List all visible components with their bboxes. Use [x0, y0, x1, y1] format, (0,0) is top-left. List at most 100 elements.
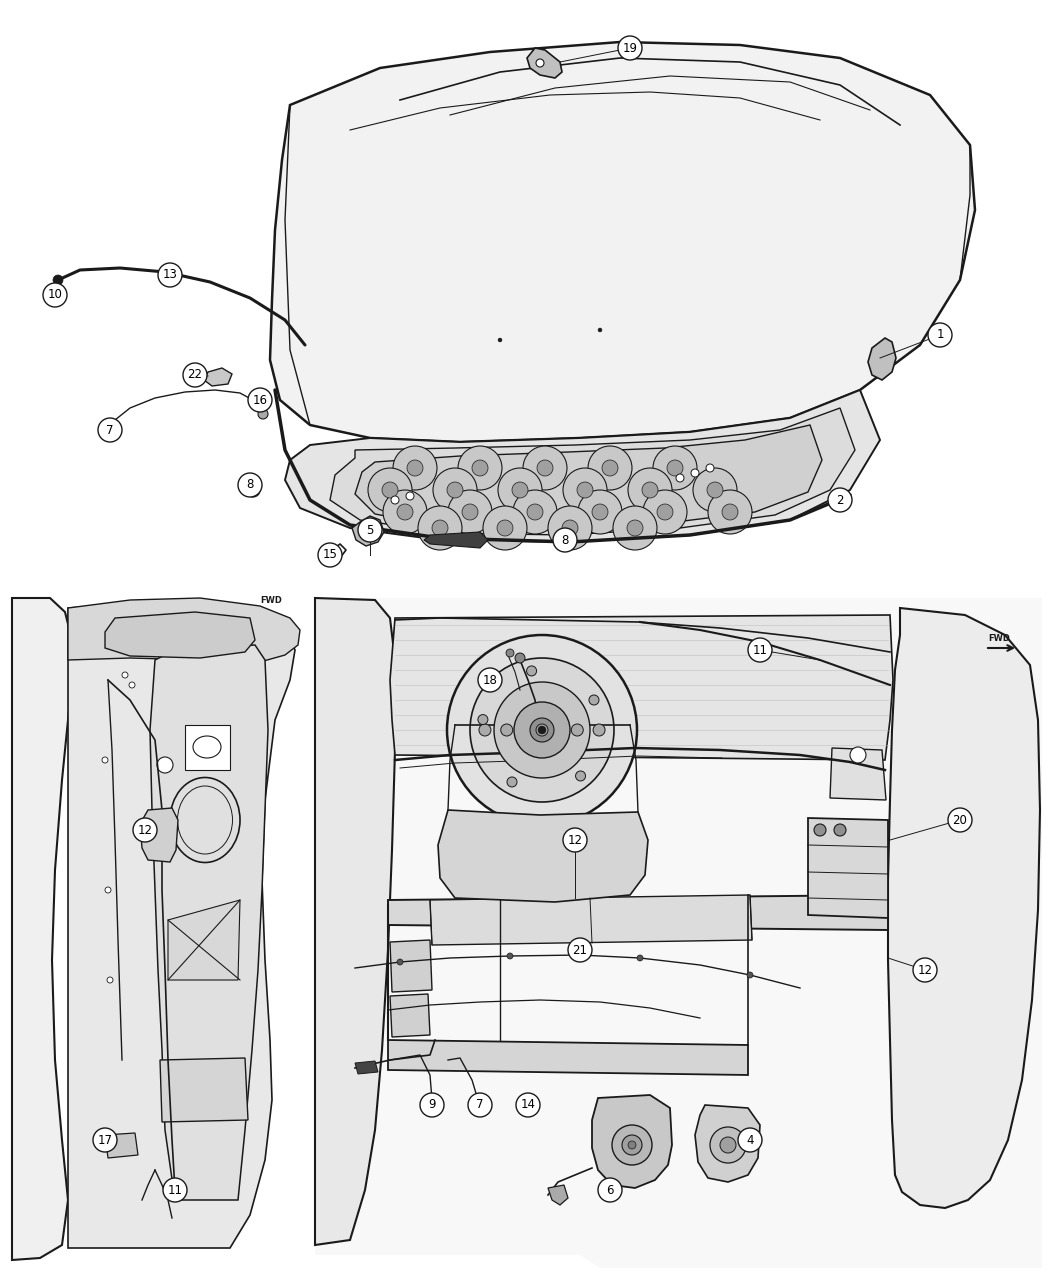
Polygon shape — [888, 608, 1040, 1207]
Circle shape — [563, 827, 587, 852]
Polygon shape — [390, 994, 430, 1037]
Circle shape — [483, 506, 527, 550]
Polygon shape — [430, 895, 752, 945]
Polygon shape — [105, 1133, 138, 1158]
Circle shape — [318, 543, 342, 567]
Circle shape — [514, 653, 525, 663]
Circle shape — [513, 490, 557, 534]
Circle shape — [397, 959, 403, 965]
Circle shape — [602, 460, 618, 476]
Circle shape — [383, 490, 427, 534]
Circle shape — [948, 808, 972, 833]
Circle shape — [627, 520, 643, 536]
Circle shape — [363, 527, 373, 537]
Circle shape — [536, 59, 544, 68]
Circle shape — [368, 468, 412, 513]
Circle shape — [462, 504, 478, 520]
Circle shape — [498, 468, 542, 513]
Polygon shape — [315, 598, 1042, 1269]
Text: 20: 20 — [952, 813, 967, 826]
Polygon shape — [105, 612, 255, 658]
Text: 10: 10 — [47, 288, 62, 301]
Circle shape — [183, 363, 207, 388]
Text: 14: 14 — [521, 1099, 536, 1112]
Polygon shape — [424, 532, 488, 548]
Text: 4: 4 — [747, 1133, 754, 1146]
Circle shape — [358, 518, 382, 542]
Polygon shape — [527, 48, 562, 78]
Circle shape — [258, 409, 268, 419]
Circle shape — [530, 718, 554, 742]
Circle shape — [748, 638, 772, 662]
Circle shape — [447, 635, 637, 825]
Polygon shape — [355, 425, 822, 530]
Circle shape — [512, 482, 528, 499]
Text: 9: 9 — [428, 1099, 436, 1112]
Circle shape — [628, 468, 672, 513]
Circle shape — [710, 1127, 746, 1163]
Text: 19: 19 — [623, 42, 637, 55]
Circle shape — [470, 658, 614, 802]
Text: 16: 16 — [252, 394, 268, 407]
Polygon shape — [390, 615, 892, 760]
Circle shape — [578, 490, 622, 534]
Circle shape — [593, 724, 605, 736]
Circle shape — [507, 776, 517, 787]
Circle shape — [667, 460, 682, 476]
Circle shape — [747, 972, 753, 978]
Circle shape — [828, 488, 852, 513]
Polygon shape — [548, 1184, 568, 1205]
Circle shape — [538, 725, 546, 734]
Circle shape — [448, 490, 492, 534]
Circle shape — [447, 482, 463, 499]
Circle shape — [382, 482, 398, 499]
Circle shape — [720, 1137, 736, 1153]
Circle shape — [433, 468, 477, 513]
Circle shape — [478, 714, 488, 724]
Circle shape — [523, 446, 567, 490]
Circle shape — [578, 482, 593, 499]
Circle shape — [613, 506, 657, 550]
Circle shape — [628, 1141, 636, 1149]
Circle shape — [738, 1128, 762, 1153]
Polygon shape — [592, 1095, 672, 1188]
Circle shape — [432, 520, 448, 536]
Polygon shape — [12, 598, 72, 1260]
Circle shape — [93, 1128, 117, 1153]
Text: 5: 5 — [366, 524, 374, 537]
Circle shape — [722, 504, 738, 520]
Text: 7: 7 — [477, 1099, 484, 1112]
Circle shape — [458, 446, 502, 490]
Text: 15: 15 — [322, 548, 337, 561]
Circle shape — [98, 418, 122, 442]
Text: 8: 8 — [562, 533, 569, 547]
Circle shape — [642, 482, 658, 499]
Text: 18: 18 — [483, 673, 498, 686]
Polygon shape — [352, 516, 384, 546]
Text: 1: 1 — [937, 329, 944, 342]
Circle shape — [598, 328, 602, 332]
Polygon shape — [150, 645, 268, 1200]
Circle shape — [102, 757, 108, 762]
Circle shape — [548, 506, 592, 550]
Circle shape — [691, 469, 699, 477]
Text: 6: 6 — [606, 1183, 614, 1196]
Circle shape — [238, 473, 262, 497]
Circle shape — [618, 36, 642, 60]
Circle shape — [562, 520, 578, 536]
Circle shape — [391, 496, 399, 504]
Circle shape — [246, 483, 260, 497]
Circle shape — [707, 482, 723, 499]
Polygon shape — [204, 368, 232, 386]
Polygon shape — [185, 725, 230, 770]
Polygon shape — [868, 338, 896, 380]
Polygon shape — [160, 1058, 248, 1122]
Circle shape — [472, 460, 488, 476]
Circle shape — [598, 1178, 622, 1202]
Text: 12: 12 — [567, 834, 583, 847]
Circle shape — [563, 468, 607, 513]
Polygon shape — [330, 408, 855, 536]
Circle shape — [676, 474, 684, 482]
Circle shape — [163, 1178, 187, 1202]
Circle shape — [158, 263, 182, 287]
